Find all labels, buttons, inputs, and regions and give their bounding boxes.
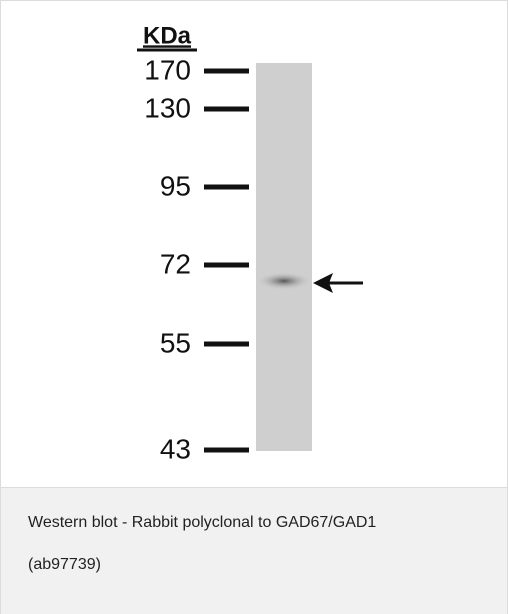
caption-box: Western blot - Rabbit polyclonal to GAD6… bbox=[1, 487, 507, 614]
marker-label: 130 bbox=[144, 92, 191, 123]
marker-label: 72 bbox=[160, 248, 191, 279]
marker-label: 55 bbox=[160, 327, 191, 358]
arrow bbox=[313, 273, 363, 293]
marker-label: 95 bbox=[160, 170, 191, 201]
caption: Western blot - Rabbit polyclonal to GAD6… bbox=[1, 488, 448, 586]
lane bbox=[256, 63, 312, 451]
figure: KDa 170 130 95 72 55 43 Western blot bbox=[0, 0, 508, 614]
page: KDa 170 130 95 72 55 43 Western blot bbox=[0, 0, 508, 614]
unit-label: KDa bbox=[143, 22, 192, 49]
marker-label: 43 bbox=[160, 433, 191, 464]
marker-label: 170 bbox=[144, 54, 191, 85]
band bbox=[256, 272, 312, 290]
markers: 170 130 95 72 55 43 bbox=[144, 54, 249, 464]
blot-image: KDa 170 130 95 72 55 43 bbox=[1, 1, 507, 487]
